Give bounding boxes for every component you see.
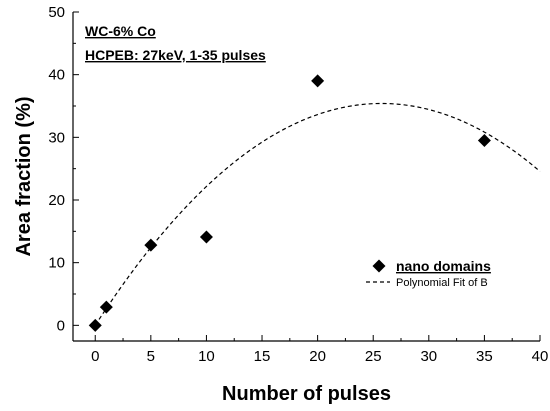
x-tick-label: 25: [365, 348, 382, 365]
y-axis-title: Area fraction (%): [13, 96, 35, 256]
annotation-material: WC-6% Co: [85, 23, 156, 39]
legend-label-polynomial-fit: Polynomial Fit of B: [396, 277, 488, 289]
y-tick-label: 40: [48, 67, 65, 84]
y-tick-label: 50: [48, 4, 65, 21]
x-axis-ticks: 0 5 10 15 20 25 30 35 40: [91, 335, 548, 365]
data-point: [199, 230, 213, 244]
data-point: [144, 238, 158, 252]
y-axis-ticks: 0 10 20 30 40 50: [48, 4, 79, 334]
y-tick-label: 0: [57, 317, 65, 334]
axes: 0 5 10 15 20 25 30 35 40 0 10 20 30 40 50: [48, 4, 548, 365]
data-point: [99, 300, 113, 314]
y-tick-label: 30: [48, 129, 65, 146]
x-axis-title: Number of pulses: [222, 383, 391, 405]
annotation-conditions: HCPEB: 27keV, 1-35 pulses: [85, 47, 266, 63]
x-tick-label: 10: [198, 348, 215, 365]
data-point: [477, 133, 491, 147]
x-tick-label: 20: [309, 348, 326, 365]
data-point: [88, 318, 102, 332]
data-point: [311, 74, 325, 88]
polynomial-fit-line: [94, 102, 541, 326]
x-tick-label: 40: [532, 348, 549, 365]
y-tick-label: 20: [48, 192, 65, 209]
x-tick-label: 0: [91, 348, 99, 365]
x-tick-label: 15: [254, 348, 271, 365]
legend-diamond-marker: [372, 259, 386, 273]
x-tick-label: 35: [476, 348, 493, 365]
legend: nano domains Polynomial Fit of B: [366, 258, 491, 289]
legend-label-nano-domains: nano domains: [396, 258, 491, 274]
x-tick-label: 30: [420, 348, 437, 365]
y-tick-label: 10: [48, 255, 65, 272]
data-points: [88, 74, 491, 332]
x-tick-label: 5: [147, 348, 155, 365]
